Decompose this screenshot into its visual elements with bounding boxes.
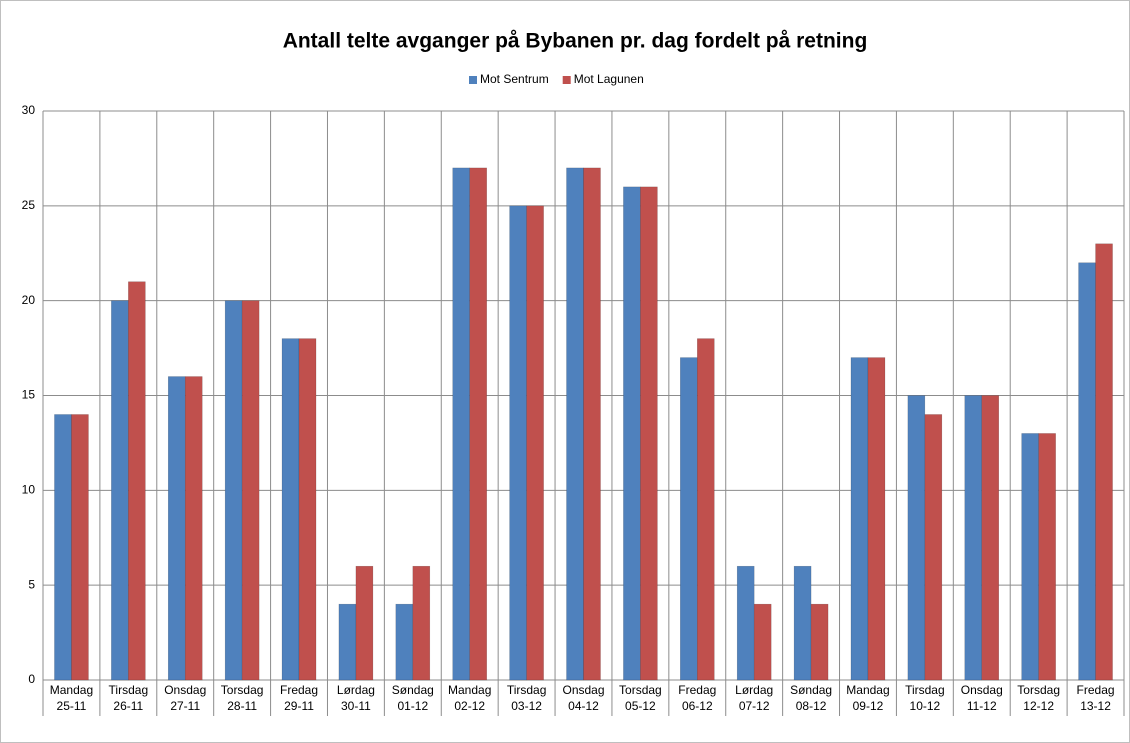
bar <box>981 395 1000 681</box>
bar <box>71 414 89 681</box>
bar <box>1078 262 1096 681</box>
bar <box>697 338 715 681</box>
bar <box>395 603 414 681</box>
x-tick-label: 09-12 <box>853 699 884 713</box>
x-tick-label: Mandag <box>448 683 491 697</box>
x-tick-label: Lørdag <box>337 683 375 697</box>
bar <box>583 167 601 681</box>
bar <box>810 603 829 681</box>
bar <box>1021 433 1039 681</box>
x-tick-label: 26-11 <box>113 699 143 713</box>
x-tick-label: Tirsdag <box>109 683 149 697</box>
y-tick-label: 15 <box>22 388 36 402</box>
x-tick-label: Fredag <box>280 683 318 697</box>
legend-label: Mot Sentrum <box>480 72 549 86</box>
bar <box>623 186 641 681</box>
x-tick-label: Tirsdag <box>905 683 945 697</box>
bar <box>964 395 983 681</box>
x-tick-label: Lørdag <box>735 683 773 697</box>
x-tick-label: 04-12 <box>568 699 599 713</box>
y-tick-label: 0 <box>28 672 35 686</box>
x-tick-label: Mandag <box>50 683 93 697</box>
x-tick-label: 03-12 <box>511 699 542 713</box>
x-tick-label: 27-11 <box>170 699 200 713</box>
x-tick-label: 30-11 <box>341 699 371 713</box>
bar <box>184 376 203 681</box>
bar <box>412 565 431 681</box>
bar <box>128 281 146 681</box>
x-tick-label: 12-12 <box>1023 699 1054 713</box>
x-tick-label: 02-12 <box>454 699 485 713</box>
bar <box>167 376 186 681</box>
x-tick-label: 28-11 <box>227 699 257 713</box>
x-tick-label: 07-12 <box>739 699 770 713</box>
bar <box>298 338 317 681</box>
bar <box>924 414 943 681</box>
bar <box>241 300 260 681</box>
x-tick-label: Fredag <box>1077 683 1115 697</box>
x-tick-label: Fredag <box>678 683 716 697</box>
bar <box>509 205 527 681</box>
x-tick-label: 29-11 <box>284 699 314 713</box>
x-tick-label: Torsdag <box>1017 683 1060 697</box>
bar <box>753 603 772 681</box>
y-tick-label: 10 <box>22 483 36 497</box>
legend-swatch <box>469 76 477 84</box>
bar <box>224 300 243 681</box>
legend-swatch <box>562 76 571 84</box>
y-tick-label: 5 <box>28 577 35 591</box>
bar <box>867 357 886 681</box>
x-tick-label: Onsdag <box>562 683 604 697</box>
y-tick-label: 30 <box>22 103 36 117</box>
x-tick-label: Søndag <box>392 683 434 697</box>
x-tick-label: Søndag <box>790 683 832 697</box>
bar <box>1095 243 1113 681</box>
bar <box>907 395 926 681</box>
x-tick-label: 11-12 <box>967 699 997 713</box>
y-tick-label: 25 <box>22 198 36 212</box>
bar <box>452 167 470 681</box>
bar <box>111 300 129 681</box>
x-tick-label: 06-12 <box>682 699 713 713</box>
x-tick-label: Onsdag <box>164 683 206 697</box>
bar <box>281 338 300 681</box>
bar <box>640 186 658 681</box>
bar <box>1038 433 1056 681</box>
bar <box>338 603 357 681</box>
bar <box>566 167 584 681</box>
x-tick-label: 05-12 <box>625 699 656 713</box>
x-tick-label: 25-11 <box>57 699 87 713</box>
chart-title: Antall telte avganger på Bybanen pr. dag… <box>283 30 868 53</box>
bar <box>850 357 869 681</box>
x-tick-label: Onsdag <box>961 683 1003 697</box>
bar <box>469 167 487 681</box>
bar <box>680 357 698 681</box>
legend-label: Mot Lagunen <box>574 72 644 86</box>
x-tick-label: Torsdag <box>619 683 662 697</box>
x-tick-label: Torsdag <box>221 683 264 697</box>
x-tick-label: 13-12 <box>1080 699 1111 713</box>
x-tick-label: 01-12 <box>397 699 428 713</box>
bar <box>526 205 544 681</box>
bar <box>355 565 374 681</box>
x-tick-label: Mandag <box>846 683 889 697</box>
x-tick-label: Tirsdag <box>507 683 547 697</box>
bar <box>736 565 755 681</box>
y-tick-label: 20 <box>22 293 36 307</box>
x-tick-label: 10-12 <box>910 699 941 713</box>
bar <box>54 414 72 681</box>
bar <box>793 565 812 681</box>
x-tick-label: 08-12 <box>796 699 827 713</box>
